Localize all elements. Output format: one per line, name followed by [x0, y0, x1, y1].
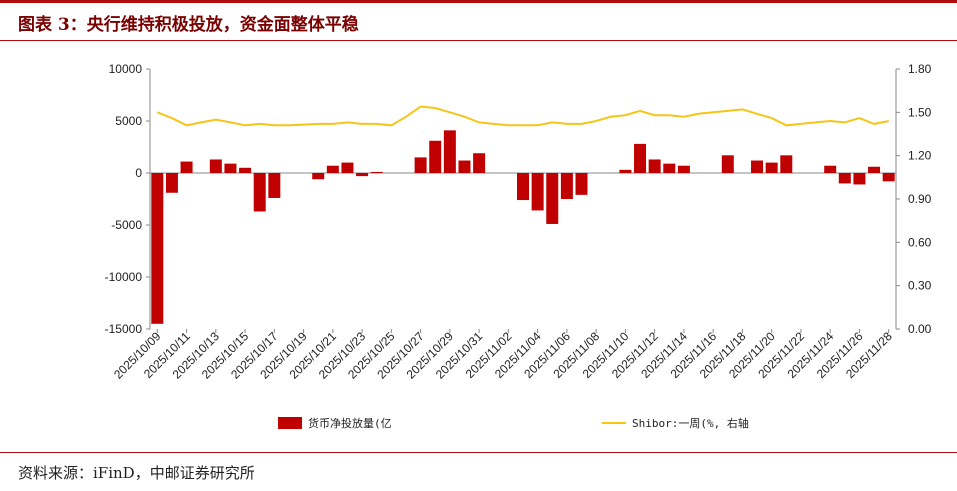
- right-tick-label: 0.00: [908, 322, 932, 336]
- bar: [868, 166, 881, 173]
- bar: [824, 165, 837, 173]
- bar: [473, 153, 486, 173]
- legend-line-label: Shibor:一周(%, 右轴: [632, 416, 749, 430]
- bar: [268, 173, 281, 198]
- chart-area: 10000 5000 0 -5000 -10000 -15000 1.80 1.50 1.20 0…: [105, 62, 932, 430]
- bar: [224, 163, 237, 173]
- bar: [209, 159, 222, 173]
- bar: [370, 171, 383, 173]
- legend-bar-swatch: [278, 417, 302, 429]
- bar: [165, 173, 178, 193]
- bar: [765, 162, 778, 173]
- bar: [517, 173, 529, 201]
- left-tick-label: -10000: [105, 270, 143, 284]
- bar-series: [151, 130, 895, 324]
- bar: [648, 159, 661, 173]
- bar: [663, 163, 676, 173]
- bar: [356, 173, 369, 177]
- left-tick-label: 0: [135, 166, 142, 180]
- bar: [838, 173, 851, 184]
- title-divider: [0, 40, 957, 41]
- right-tick-label: 1.80: [908, 62, 932, 76]
- source-note: 资料来源：iFinD，中邮证券研究所: [18, 464, 255, 482]
- figure-title: 图表 3：央行维持积极投放，资金面整体平稳: [18, 15, 359, 35]
- left-tick-label: 10000: [109, 62, 143, 76]
- line-series: [156, 105, 889, 127]
- left-tick-label: -15000: [105, 322, 143, 336]
- bar: [882, 173, 895, 182]
- right-tick-label: 1.20: [908, 149, 932, 163]
- bar: [560, 173, 573, 199]
- bar: [239, 167, 252, 173]
- bar: [253, 173, 266, 212]
- bar: [619, 169, 632, 173]
- bar: [634, 143, 647, 173]
- source-divider: [0, 452, 957, 453]
- shibor-line: [156, 105, 889, 127]
- left-tick-label: 5000: [115, 114, 142, 128]
- left-tick-label: -5000: [111, 218, 142, 232]
- bar: [721, 155, 734, 173]
- bar: [531, 173, 544, 211]
- bar: [180, 161, 193, 173]
- right-tick-label: 0.90: [908, 192, 932, 206]
- legend-bar-label: 货币净投放量(亿: [308, 416, 392, 430]
- bar: [326, 165, 339, 173]
- top-rule: [0, 0, 957, 3]
- right-tick-label: 1.50: [908, 105, 932, 119]
- bar: [151, 173, 164, 324]
- bar: [341, 162, 354, 173]
- bar: [575, 173, 588, 195]
- bar: [443, 130, 456, 173]
- bar: [546, 173, 559, 224]
- legend: 货币净投放量(亿 Shibor:一周(%, 右轴: [278, 416, 749, 430]
- right-tick-label: 0.60: [908, 235, 932, 249]
- bar: [312, 173, 325, 180]
- bar: [458, 160, 471, 173]
- right-tick-label: 0.30: [908, 279, 932, 293]
- tick-labels: 10000 5000 0 -5000 -10000 -15000 1.80 1.50 1.20 0…: [105, 62, 932, 382]
- bar: [751, 160, 764, 173]
- bar: [677, 165, 690, 173]
- bar: [414, 157, 427, 173]
- bar: [780, 155, 793, 173]
- bar: [429, 140, 442, 173]
- bar: [853, 173, 866, 185]
